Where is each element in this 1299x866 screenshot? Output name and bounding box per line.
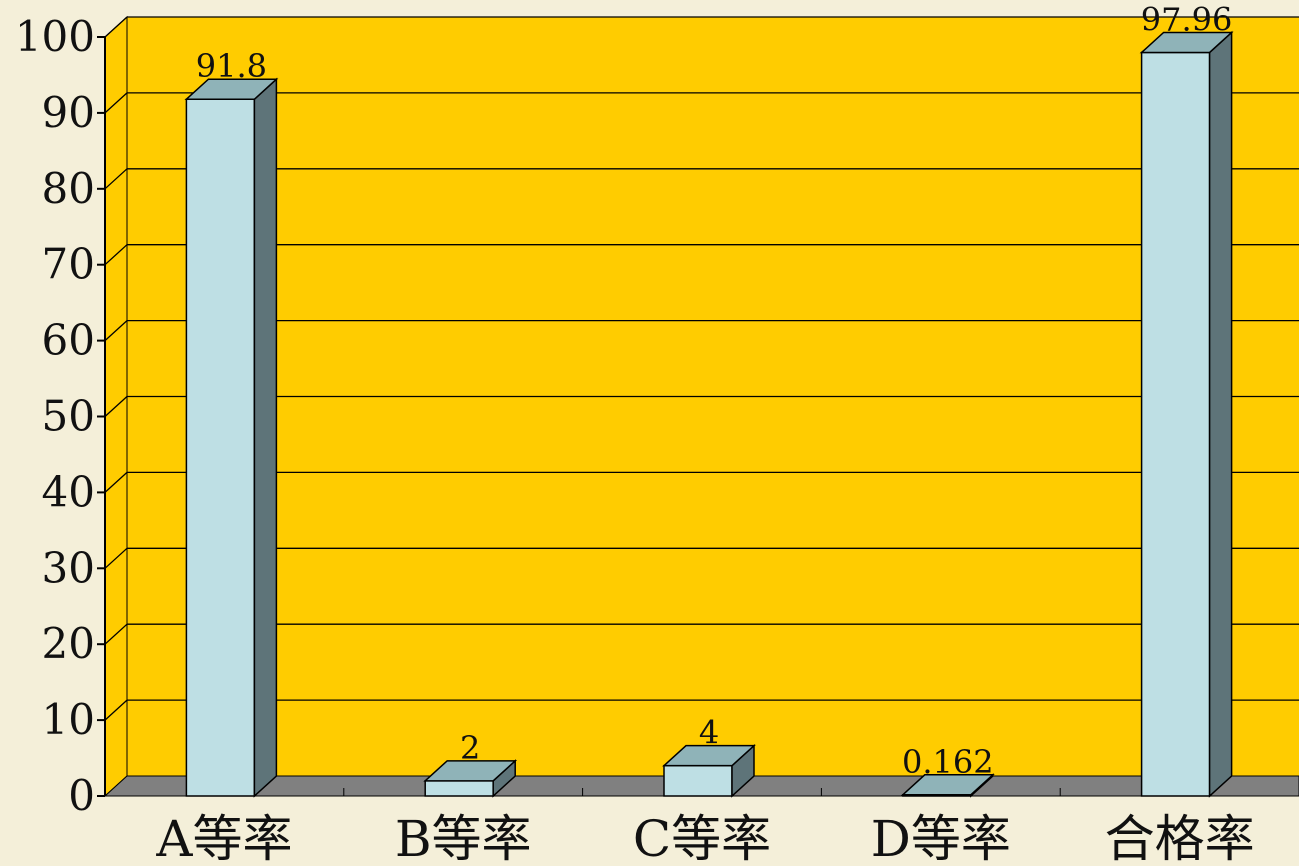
y-tick-label: 70 <box>42 240 95 289</box>
gridline-side <box>104 244 128 266</box>
gridline-side <box>104 623 128 645</box>
data-label: 0.162 <box>902 743 994 781</box>
y-tick-label: 80 <box>42 164 95 213</box>
bar-top <box>900 774 995 796</box>
bar <box>900 773 995 798</box>
bar-front <box>424 780 494 797</box>
bar-front <box>1140 51 1211 797</box>
bar-front <box>663 764 733 797</box>
y-tick-label: 30 <box>42 543 95 592</box>
gridline-side <box>104 320 128 342</box>
bar-side <box>1208 30 1233 798</box>
bar <box>1139 30 1234 798</box>
y-tick-label: 10 <box>42 695 95 744</box>
gridline-side <box>104 168 128 190</box>
bar-top <box>423 760 518 782</box>
x-tick-label: B等率 <box>395 810 532 862</box>
bar <box>423 759 518 798</box>
bar <box>184 77 279 798</box>
y-tick-label: 100 <box>15 12 95 61</box>
gridline-side <box>104 16 128 38</box>
bar-top <box>184 78 279 100</box>
gridline-side <box>104 471 128 493</box>
y-tick-label: 40 <box>42 467 95 516</box>
bar <box>662 743 756 798</box>
y-tick-label: 20 <box>42 619 95 668</box>
bar-side <box>253 77 278 798</box>
data-label: 2 <box>460 729 480 767</box>
y-tick-label: 90 <box>42 88 95 137</box>
bar-top <box>1139 31 1234 54</box>
bar-top <box>662 744 756 767</box>
bar-front <box>185 98 256 797</box>
x-tick-label: C等率 <box>633 810 771 862</box>
y-tick-label: 60 <box>42 316 95 365</box>
y-tick-label: 50 <box>42 392 95 441</box>
x-tick-label: D等率 <box>871 810 1011 862</box>
x-tick-label: 合格率 <box>1105 810 1255 862</box>
data-label: 97.96 <box>1141 0 1233 38</box>
y-tick-label: 0 <box>68 771 95 820</box>
data-label: 4 <box>699 714 719 752</box>
x-tick-label: A等率 <box>155 810 292 862</box>
gridline-side <box>104 699 128 721</box>
gridline-side <box>104 547 128 569</box>
data-label: 91.8 <box>196 47 267 85</box>
gridline-side <box>104 92 128 114</box>
gridline-side <box>104 396 128 417</box>
